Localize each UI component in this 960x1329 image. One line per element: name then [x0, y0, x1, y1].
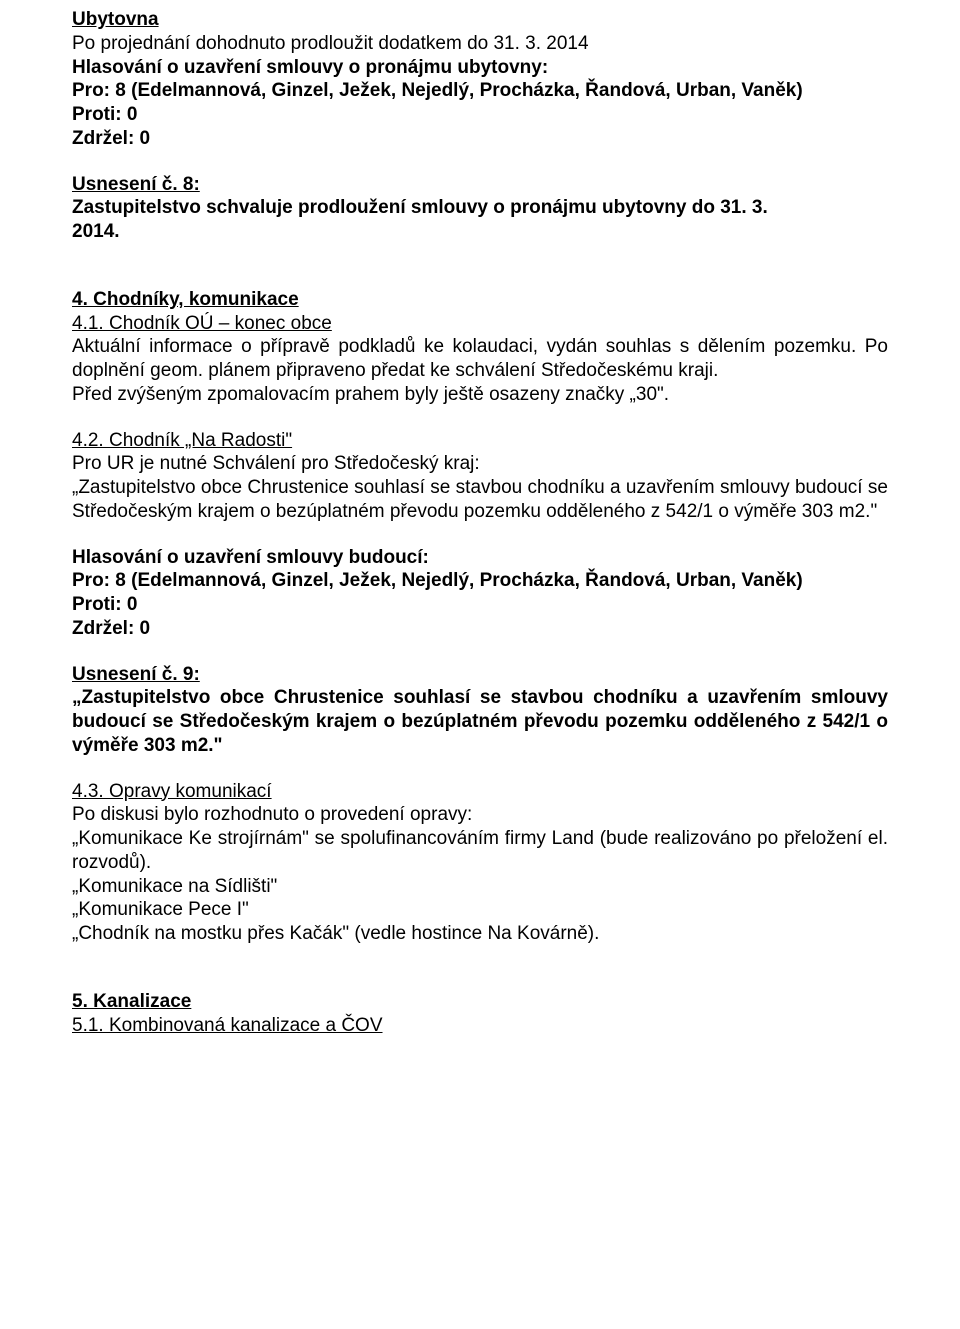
section-4-2-title: 4.2. Chodník „Na Radosti" — [72, 429, 888, 453]
section-4-3-p5: „Chodník na mostku přes Kačák" (vedle ho… — [72, 922, 888, 946]
section-4-3-p4: „Komunikace Pece I" — [72, 898, 888, 922]
section-4-3-p3: „Komunikace na Sídlišti" — [72, 875, 888, 899]
section-5-1-title: 5.1. Kombinovaná kanalizace a ČOV — [72, 1014, 888, 1038]
usneseni-8-line2: 2014. — [72, 220, 888, 244]
section-4-3-p1: Po diskusi bylo rozhodnuto o provedení o… — [72, 803, 888, 827]
usneseni-8-line1: Zastupitelstvo schvaluje prodloužení sml… — [72, 196, 888, 220]
ubytovna-line1: Po projednání dohodnuto prodloužit dodat… — [72, 32, 888, 56]
ubytovna-vote-title: Hlasování o uzavření smlouvy o pronájmu … — [72, 56, 888, 80]
ubytovna-vote-zdrzel: Zdržel: 0 — [72, 127, 888, 151]
section-4-1-p2: Před zvýšeným zpomalovacím prahem byly j… — [72, 383, 888, 407]
section-4-2-vote-title: Hlasování o uzavření smlouvy budoucí: — [72, 546, 888, 570]
section-4-1-p1: Aktuální informace o přípravě podkladů k… — [72, 335, 888, 383]
section-4-2-p1b: „Zastupitelstvo obce Chrustenice souhlas… — [72, 476, 888, 524]
usneseni-9-body: „Zastupitelstvo obce Chrustenice souhlas… — [72, 686, 888, 757]
section-ubytovna-heading: Ubytovna — [72, 8, 888, 32]
section-4-2-vote-proti: Proti: 0 — [72, 593, 888, 617]
section-4-1-title: 4.1. Chodník OÚ – konec obce — [72, 312, 888, 336]
section-4-3-p2: „Komunikace Ke strojírnám" se spolufinan… — [72, 827, 888, 875]
section-4-2-vote-pro: Pro: 8 (Edelmannová, Ginzel, Ježek, Neje… — [72, 569, 888, 593]
usneseni-8-title: Usnesení č. 8: — [72, 173, 888, 197]
section-4-3-title: 4.3. Opravy komunikací — [72, 780, 888, 804]
section-4-heading: 4. Chodníky, komunikace — [72, 288, 888, 312]
section-4-2-vote-zdrzel: Zdržel: 0 — [72, 617, 888, 641]
ubytovna-vote-pro: Pro: 8 (Edelmannová, Ginzel, Ježek, Neje… — [72, 79, 888, 103]
section-5-heading: 5. Kanalizace — [72, 990, 888, 1014]
ubytovna-vote-proti: Proti: 0 — [72, 103, 888, 127]
usneseni-9-title: Usnesení č. 9: — [72, 663, 888, 687]
section-4-2-p1a: Pro UR je nutné Schválení pro Středočesk… — [72, 452, 888, 476]
